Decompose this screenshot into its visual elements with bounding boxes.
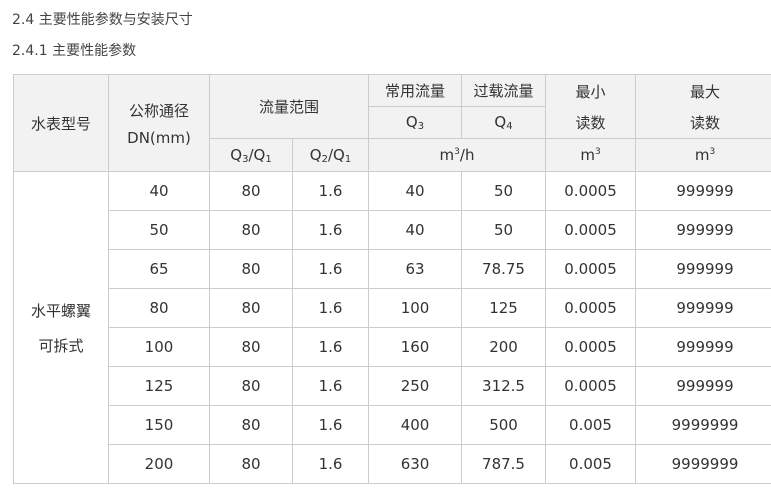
header-max-line2: 读数 <box>690 113 721 132</box>
cell-q4: 50 <box>461 171 547 211</box>
cell-max-reading: 9999999 <box>635 444 771 484</box>
cell-q3-q1: 80 <box>209 405 293 445</box>
header-q3-symbol: Q3 <box>368 106 463 139</box>
cell-q3: 250 <box>368 366 463 406</box>
header-dn-line1: 公称通径 <box>128 101 189 120</box>
model-cell: 水平螺翼 可拆式 <box>13 171 109 484</box>
cell-q2-q1: 1.6 <box>291 405 370 445</box>
cell-q4: 312.5 <box>461 366 547 406</box>
header-model: 水表型号 <box>13 74 109 172</box>
model-line2: 可拆式 <box>38 336 84 355</box>
cell-q2-q1: 1.6 <box>291 288 370 328</box>
header-max-line1: 最大 <box>690 82 721 101</box>
cell-q3-q1: 80 <box>209 327 293 367</box>
header-flow-unit: m3/h <box>368 138 547 172</box>
cell-min-reading: 0.0005 <box>545 171 637 211</box>
header-q4-label: 过载流量 <box>461 74 547 107</box>
table-row: 水平螺翼 可拆式 40 80 1.6 40 50 0.0005 999999 <box>13 171 771 484</box>
cell-dn: 40 <box>108 171 210 211</box>
cell-max-reading: 999999 <box>635 288 771 328</box>
cell-q2-q1: 1.6 <box>291 210 370 250</box>
cell-q3: 400 <box>368 405 463 445</box>
cell-min-reading: 0.0005 <box>545 288 637 328</box>
cell-q4: 125 <box>461 288 547 328</box>
cell-max-reading: 999999 <box>635 366 771 406</box>
table-row: 100 80 1.6 160 200 0.0005 999999 <box>14 327 771 367</box>
cell-q3: 63 <box>368 249 463 289</box>
cell-q3-q1: 80 <box>209 444 293 484</box>
cell-dn: 65 <box>108 249 210 289</box>
table-row: 65 80 1.6 63 78.75 0.0005 999999 <box>14 249 771 289</box>
cell-dn: 150 <box>108 405 210 445</box>
cell-q4: 787.5 <box>461 444 547 484</box>
cell-q3: 40 <box>368 171 463 211</box>
cell-q4: 500 <box>461 405 547 445</box>
cell-max-reading: 999999 <box>635 249 771 289</box>
table-row: 200 80 1.6 630 787.5 0.005 9999999 <box>14 444 771 484</box>
header-min-unit: m3 <box>545 138 637 172</box>
cell-q2-q1: 1.6 <box>291 366 370 406</box>
table-row: 80 80 1.6 100 125 0.0005 999999 <box>14 288 771 328</box>
header-q3-label: 常用流量 <box>368 74 463 107</box>
header-max: 最大 读数 <box>635 74 771 139</box>
header-dn: 公称通径 DN(mm) <box>108 74 210 172</box>
cell-q3-q1: 80 <box>209 210 293 250</box>
cell-min-reading: 0.0005 <box>545 366 637 406</box>
table-row: 125 80 1.6 250 312.5 0.0005 999999 <box>14 366 771 406</box>
cell-q3-q1: 80 <box>209 288 293 328</box>
cell-q3-q1: 80 <box>209 171 293 211</box>
cell-q3: 100 <box>368 288 463 328</box>
cell-dn: 125 <box>108 366 210 406</box>
header-q2-q1: Q2/Q1 <box>291 138 370 172</box>
header-q4-symbol: Q4 <box>461 106 547 139</box>
cell-q2-q1: 1.6 <box>291 171 370 211</box>
cell-min-reading: 0.005 <box>545 405 637 445</box>
cell-q2-q1: 1.6 <box>291 249 370 289</box>
cell-q4: 50 <box>461 210 547 250</box>
cell-dn: 200 <box>108 444 210 484</box>
header-max-unit: m3 <box>635 138 771 172</box>
cell-q3: 630 <box>368 444 463 484</box>
cell-max-reading: 999999 <box>635 171 771 211</box>
cell-min-reading: 0.005 <box>545 444 637 484</box>
cell-dn: 50 <box>108 210 210 250</box>
cell-min-reading: 0.0005 <box>545 327 637 367</box>
cell-q4: 78.75 <box>461 249 547 289</box>
cell-max-reading: 999999 <box>635 327 771 367</box>
cell-q4: 200 <box>461 327 547 367</box>
cell-q2-q1: 1.6 <box>291 327 370 367</box>
cell-max-reading: 999999 <box>635 210 771 250</box>
cell-dn: 80 <box>108 288 210 328</box>
cell-q3-q1: 80 <box>209 366 293 406</box>
cell-dn: 100 <box>108 327 210 367</box>
performance-table: 水表型号 公称通径 DN(mm) 流量范围 常用流量 过载流量 最小读数 最大读数… <box>13 74 771 484</box>
cell-q3: 40 <box>368 210 463 250</box>
header-flow-range: 流量范围 <box>208 74 370 139</box>
header-q3-q1: Q3/Q1 <box>209 138 293 172</box>
cell-max-reading: 9999999 <box>635 405 771 445</box>
cell-q2-q1: 1.6 <box>291 444 370 484</box>
table-row: 50 80 1.6 40 50 0.0005 999999 <box>14 210 771 250</box>
model-line1: 水平螺翼 <box>30 301 91 320</box>
header-min-line2: 读数 <box>575 113 606 132</box>
table-row: 150 80 1.6 400 500 0.005 9999999 <box>14 405 771 445</box>
section-heading: 2.4 主要性能参数与安装尺寸 <box>12 12 193 28</box>
cell-min-reading: 0.0005 <box>545 210 637 250</box>
header-min: 最小 读数 <box>545 74 637 139</box>
cell-q3-q1: 80 <box>209 249 293 289</box>
cell-min-reading: 0.0005 <box>545 249 637 289</box>
header-min-line1: 最小 <box>575 82 606 101</box>
subsection-heading: 2.4.1 主要性能参数 <box>12 43 137 59</box>
cell-q3: 160 <box>368 327 463 367</box>
header-dn-line2: DN(mm) <box>127 128 191 147</box>
